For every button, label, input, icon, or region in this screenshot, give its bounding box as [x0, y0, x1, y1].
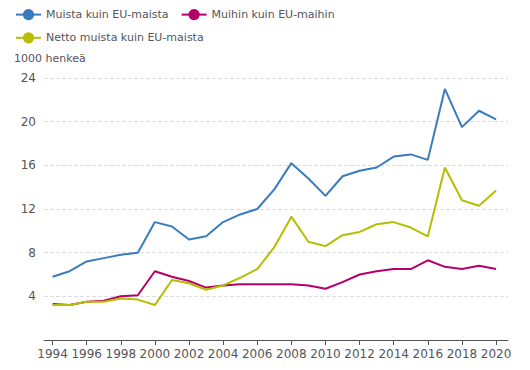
- svg-text:1000 henkeä: 1000 henkeä: [14, 52, 86, 65]
- svg-text:2006: 2006: [242, 347, 273, 361]
- svg-text:2000: 2000: [140, 347, 171, 361]
- svg-text:1994: 1994: [37, 347, 68, 361]
- svg-text:Muihin kuin EU-maihin: Muihin kuin EU-maihin: [212, 8, 335, 21]
- svg-text:4: 4: [28, 289, 36, 303]
- svg-text:1998: 1998: [105, 347, 136, 361]
- svg-text:2004: 2004: [208, 347, 239, 361]
- svg-text:2008: 2008: [276, 347, 307, 361]
- svg-text:Netto muista kuin EU-maista: Netto muista kuin EU-maista: [46, 31, 204, 44]
- svg-text:Muista kuin EU-maista: Muista kuin EU-maista: [46, 8, 169, 21]
- svg-text:12: 12: [21, 202, 36, 216]
- svg-text:2014: 2014: [378, 347, 409, 361]
- svg-text:1996: 1996: [71, 347, 102, 361]
- svg-text:16: 16: [21, 158, 36, 172]
- svg-text:2018: 2018: [447, 347, 478, 361]
- svg-text:24: 24: [21, 71, 36, 85]
- svg-text:8: 8: [28, 246, 36, 260]
- svg-text:2020: 2020: [481, 347, 512, 361]
- svg-text:2012: 2012: [344, 347, 375, 361]
- svg-text:2016: 2016: [413, 347, 444, 361]
- svg-text:2002: 2002: [174, 347, 205, 361]
- svg-text:2010: 2010: [310, 347, 341, 361]
- svg-text:20: 20: [21, 115, 36, 129]
